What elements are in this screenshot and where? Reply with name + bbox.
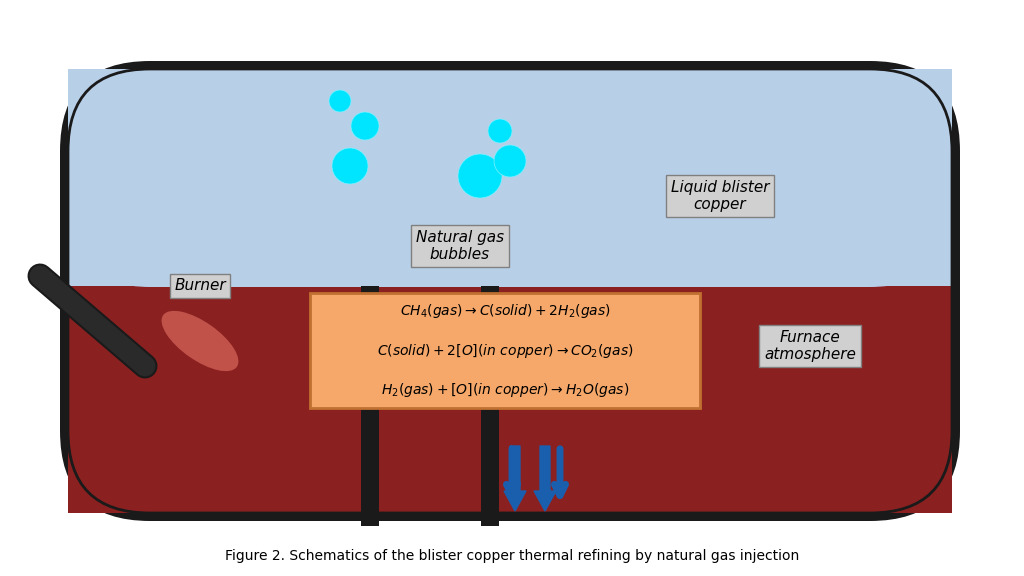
Circle shape: [458, 154, 502, 198]
FancyBboxPatch shape: [68, 69, 952, 513]
Text: Natural gas
bubbles: Natural gas bubbles: [416, 230, 504, 262]
Circle shape: [332, 148, 368, 184]
FancyArrow shape: [504, 446, 526, 511]
FancyBboxPatch shape: [310, 293, 700, 408]
Text: Furnace
atmosphere: Furnace atmosphere: [764, 330, 856, 362]
FancyBboxPatch shape: [68, 69, 952, 513]
Text: $H_2(gas) + [O](in\ copper) \rightarrow H_2O(gas)$: $H_2(gas) + [O](in\ copper) \rightarrow …: [381, 381, 629, 399]
FancyBboxPatch shape: [60, 61, 961, 521]
Ellipse shape: [162, 311, 239, 371]
FancyArrow shape: [534, 446, 556, 511]
Text: Figure 2. Schematics of the blister copper thermal refining by natural gas injec: Figure 2. Schematics of the blister copp…: [225, 549, 799, 563]
Polygon shape: [68, 69, 952, 286]
Bar: [361, 286, 379, 526]
FancyBboxPatch shape: [68, 69, 952, 287]
Text: $CH_4(gas) \rightarrow C(solid) + 2H_2(gas)$: $CH_4(gas) \rightarrow C(solid) + 2H_2(g…: [399, 302, 610, 320]
Polygon shape: [68, 286, 952, 513]
Circle shape: [351, 112, 379, 140]
Text: $C(solid) + 2[O](in\ copper) \rightarrow CO_2(gas)$: $C(solid) + 2[O](in\ copper) \rightarrow…: [377, 342, 633, 359]
Circle shape: [329, 90, 351, 112]
Circle shape: [488, 119, 512, 143]
Bar: [481, 286, 499, 526]
Text: Liquid blister
copper: Liquid blister copper: [671, 180, 769, 212]
Text: Burner: Burner: [174, 279, 226, 294]
Circle shape: [494, 145, 526, 177]
